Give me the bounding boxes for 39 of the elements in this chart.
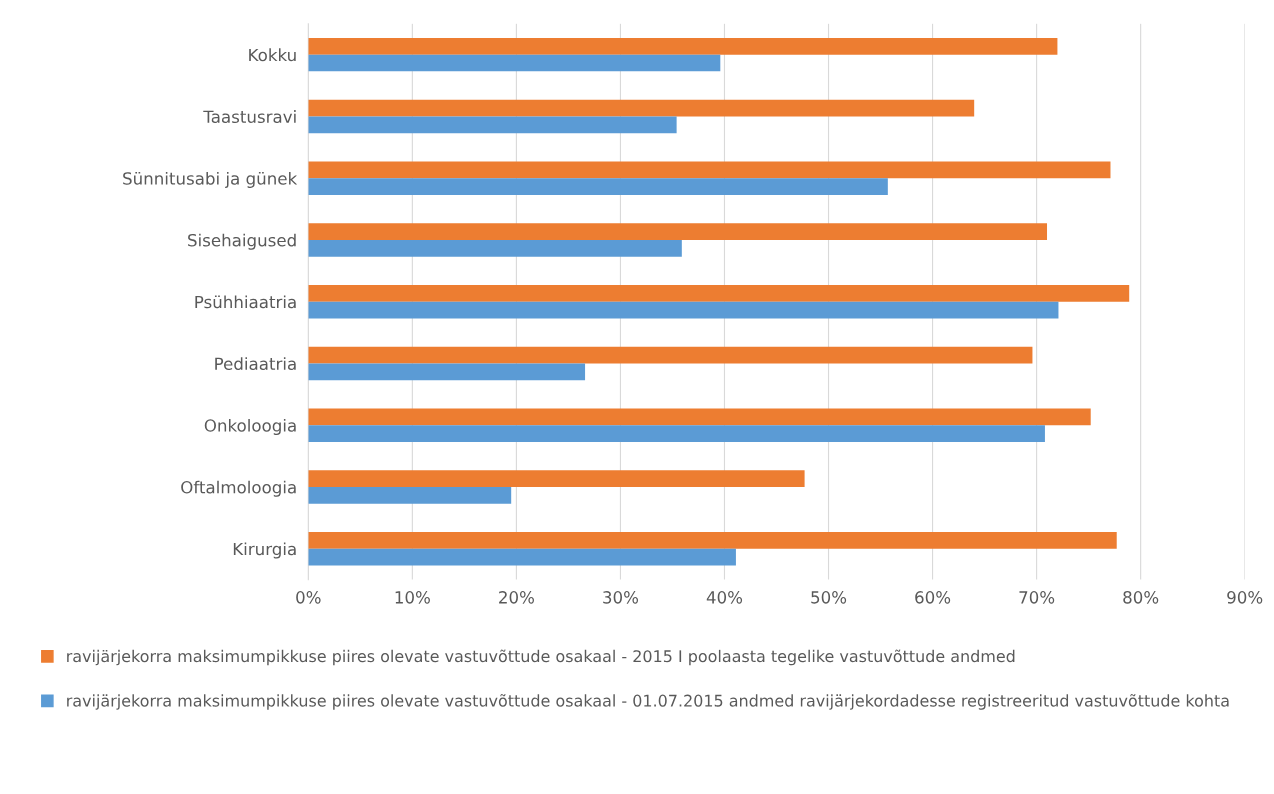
x-tick-label: 90% [1227,591,1263,604]
x-tick-label: 0% [296,591,321,604]
y-tick-label: Taastusravi [203,110,296,124]
bar [308,408,1091,426]
y-tick-label: Pediaatria [215,357,296,371]
bar [308,223,1048,240]
bar [308,99,975,117]
y-tick-label: Onkoloogia [204,418,296,436]
x-tick-label: 60% [915,591,951,604]
x-tick-label: 10% [395,591,430,604]
x-tick-label: 70% [1019,591,1055,604]
bar [308,301,1059,319]
y-tick-label: Kokku [249,48,296,62]
bar [308,54,721,72]
y-tick-label: Oftalmoloogia [181,480,296,497]
bar [308,425,1045,442]
bar [308,239,682,257]
bar [308,346,1033,364]
x-tick-label: 40% [706,591,743,604]
y-tick-label: Kirurgia [233,542,296,559]
bar [308,161,1111,179]
x-tick-label: 20% [499,591,534,604]
x-tick-label: 50% [811,591,847,604]
bar [308,116,677,134]
bar [308,38,1058,55]
bar [308,178,888,195]
x-tick-label: 30% [603,591,639,604]
legend-label: ravijärjekorra maksimumpikkuse piires olevate vastuvõttude osakaal - 2015 I poolaasta tegelike vastuvõttude andmed [67,649,1015,666]
bar [308,532,1117,549]
legend-label: ravijärjekorra maksimumpikkuse piires olevate vastuvõttude osakaal - 01.07.2015 andmed ravijärjekordadesse registreeritud vastuvõttude kohta [67,694,1229,710]
bar [308,486,512,504]
y-tick-label: Sünnitusabi ja günek [123,171,298,189]
bar [308,470,805,487]
y-tick-label: Psühhiaatria [195,295,296,309]
y-tick-label: Sisehaigused [188,233,296,250]
bar [308,285,1130,302]
bar [308,363,586,381]
bar [308,548,736,566]
x-tick-label: 80% [1123,591,1159,604]
